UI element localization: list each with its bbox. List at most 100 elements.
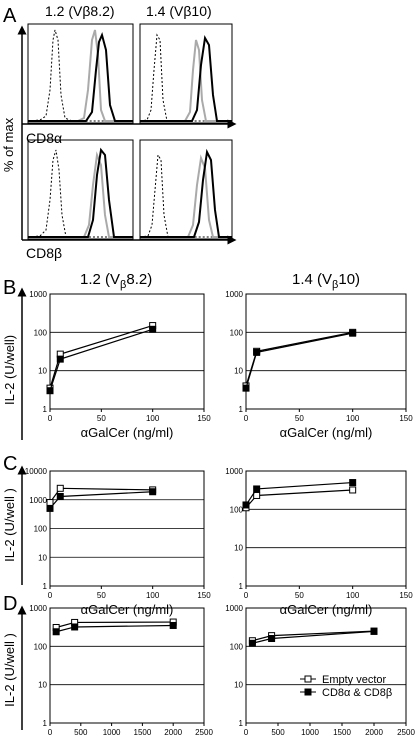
panel-a-col2-title: 1.4 (Vβ10)	[146, 3, 212, 19]
filled-square-point	[149, 325, 157, 333]
filled-square-point	[169, 621, 177, 629]
y-tick-label: 10	[234, 681, 243, 690]
y-tick-label: 10	[38, 681, 47, 690]
series-line	[245, 332, 353, 389]
legend-open-square	[304, 675, 312, 683]
x-tick-label: 50	[97, 414, 106, 423]
open-square-point	[56, 484, 64, 492]
x-tick-label: 50	[295, 414, 304, 423]
y-tick-label: 1000	[29, 290, 47, 299]
y-tick-label: 100	[34, 525, 48, 534]
x-tick-label: 1000	[301, 728, 319, 737]
filled-square-point	[253, 485, 261, 493]
open-square-point	[349, 486, 357, 494]
histogram-cd8b-1-4	[139, 139, 233, 240]
y-tick-label: 1000	[29, 604, 47, 613]
y-tick-label: 1000	[225, 467, 243, 476]
series-line	[49, 487, 153, 503]
panel-b-col1-title: 1.2 (Vβ8.2)	[80, 271, 152, 291]
histogram-cd8a-1-4	[139, 23, 233, 124]
panel-a-ylabel: % of max	[1, 117, 16, 172]
x-tick-label: 2000	[164, 728, 182, 737]
plot-frame	[245, 470, 407, 587]
x-tick-label: 0	[48, 591, 53, 600]
filled-square-point	[149, 488, 157, 496]
x-tick-label: 100	[146, 414, 160, 423]
plot-d-2: 1 10 100 1000 0 500 1000 1500 2000 2500 αGalCer (n…	[225, 604, 415, 740]
legend-cd8: CD8α & CD8β	[322, 687, 392, 699]
y-tick-label: 100	[230, 328, 244, 337]
y-tick-label: 1000	[29, 496, 47, 505]
series-line	[245, 489, 353, 509]
y-tick-label: 1000	[225, 604, 243, 613]
y-tick-label: 100	[230, 642, 244, 651]
filled-square-point	[56, 492, 64, 500]
panel-b-label: B	[3, 277, 16, 299]
y-tick-label: 100	[34, 642, 48, 651]
x-axis-label: αGalCer (ng/ml)	[280, 602, 373, 617]
y-tick-label: 100	[34, 328, 48, 337]
y-tick-label: 1	[239, 719, 244, 728]
y-tick-label: 10	[234, 544, 243, 553]
filled-square-point	[349, 479, 357, 487]
x-tick-label: 100	[146, 591, 160, 600]
x-tick-label: 150	[399, 414, 413, 423]
filled-square-point	[71, 623, 79, 631]
x-tick-label: 0	[244, 728, 249, 737]
x-tick-label: 50	[295, 591, 304, 600]
filled-square-point	[349, 329, 357, 337]
plot-frame	[245, 293, 407, 410]
filled-square-point	[370, 627, 378, 635]
x-tick-label: 150	[197, 414, 211, 423]
x-axis-label: αGalCer (ng/ml)	[81, 425, 174, 440]
panel-d-label: D	[3, 593, 17, 615]
plot-frame	[49, 607, 205, 724]
y-tick-label: 1	[239, 405, 244, 414]
plot-b-2: 1 10 100 1000 0 50 100 150 αGalCer (ng/ml)	[225, 290, 413, 440]
x-tick-label: 2000	[365, 728, 383, 737]
filled-square-point	[242, 501, 250, 509]
x-tick-label: 0	[244, 414, 249, 423]
x-tick-label: 1000	[103, 728, 121, 737]
y-tick-label: 1	[239, 582, 244, 591]
panel-c-ylabel: IL-2 (U/well )	[2, 488, 17, 562]
y-tick-label: 1	[43, 405, 48, 414]
y-tick-label: 10	[234, 367, 243, 376]
y-tick-label: 1000	[225, 290, 243, 299]
x-tick-label: 2500	[397, 728, 415, 737]
panel-b-col2-title: 1.4 (Vβ10)	[292, 271, 360, 291]
x-axis-label: αGalCer (ng/ml)	[81, 602, 174, 617]
panel-a-col1-title: 1.2 (Vβ8.2)	[45, 3, 115, 19]
x-tick-label: 2500	[195, 728, 213, 737]
y-tick-label: 10000	[25, 467, 48, 476]
filled-square-point	[253, 348, 261, 356]
open-square-point	[46, 499, 54, 507]
panel-b-ylabel: IL-2 (U/well)	[2, 335, 17, 405]
legend-filled-square	[304, 688, 312, 696]
series-line	[245, 331, 353, 387]
filled-square-point	[52, 628, 60, 636]
plot-d-1: 1 10 100 1000 0 500 1000 1500 2000 2500 αGalCer (n…	[29, 604, 213, 740]
x-tick-label: 50	[97, 591, 106, 600]
panel-c-label: C	[3, 453, 17, 475]
x-tick-label: 150	[399, 591, 413, 600]
panel-a: A 1.2 (Vβ8.2) 1.4 (Vβ10) % of max CD8α C…	[1, 3, 237, 261]
filled-square-point	[248, 639, 256, 647]
x-tick-label: 0	[244, 591, 249, 600]
x-axis-label: αGalCer (ng/ml)	[280, 425, 373, 440]
plot-frame	[49, 293, 205, 410]
panel-a-row1-marker: CD8α	[26, 130, 62, 146]
x-tick-label: 500	[74, 728, 88, 737]
plot-frame	[245, 607, 407, 724]
y-tick-label: 1	[43, 582, 48, 591]
panel-d-ylabel: IL-2 (U/well )	[2, 633, 17, 707]
filled-square-point	[268, 635, 276, 643]
open-square-point	[253, 491, 261, 499]
x-tick-label: 0	[48, 414, 53, 423]
histogram-cd8a-1-2	[27, 23, 134, 124]
x-tick-label: 500	[271, 728, 285, 737]
x-tick-label: 1500	[333, 728, 351, 737]
filled-square-point	[46, 504, 54, 512]
